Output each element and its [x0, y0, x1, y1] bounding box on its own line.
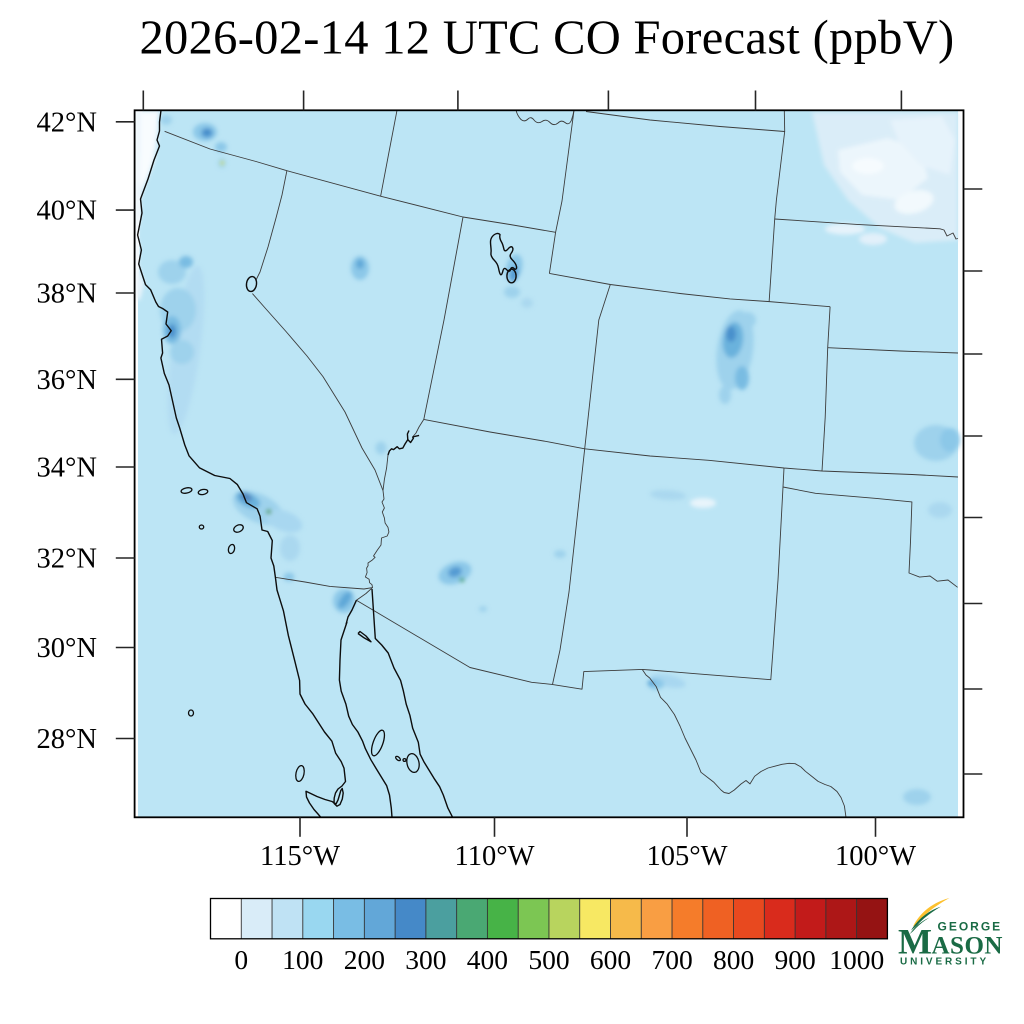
svg-text:400: 400: [467, 944, 508, 975]
svg-text:28°N: 28°N: [37, 724, 97, 755]
svg-text:30°N: 30°N: [37, 633, 97, 664]
svg-text:700: 700: [651, 944, 692, 975]
svg-text:42°N: 42°N: [37, 107, 97, 138]
svg-text:1000: 1000: [829, 944, 884, 975]
svg-text:115°W: 115°W: [260, 841, 340, 872]
svg-text:800: 800: [713, 944, 754, 975]
svg-text:34°N: 34°N: [37, 453, 97, 484]
svg-text:ASON: ASON: [932, 933, 1003, 960]
svg-text:UNIVERSITY: UNIVERSITY: [900, 957, 989, 968]
svg-text:0: 0: [234, 944, 248, 975]
svg-text:36°N: 36°N: [37, 365, 97, 396]
svg-text:GEORGE: GEORGE: [938, 920, 1003, 934]
svg-text:600: 600: [590, 944, 631, 975]
svg-text:105°W: 105°W: [646, 841, 727, 872]
svg-text:32°N: 32°N: [37, 544, 97, 575]
svg-text:200: 200: [344, 944, 385, 975]
svg-text:500: 500: [528, 944, 569, 975]
svg-text:300: 300: [405, 944, 446, 975]
svg-text:38°N: 38°N: [37, 279, 97, 310]
svg-text:100°W: 100°W: [835, 841, 916, 872]
svg-text:2026-02-14 12 UTC CO Forecast: 2026-02-14 12 UTC CO Forecast (ppbV): [140, 12, 955, 65]
svg-text:40°N: 40°N: [37, 196, 97, 227]
svg-text:900: 900: [774, 944, 815, 975]
svg-text:100: 100: [282, 944, 323, 975]
svg-text:110°W: 110°W: [455, 841, 535, 872]
svg-text:M: M: [898, 922, 932, 962]
